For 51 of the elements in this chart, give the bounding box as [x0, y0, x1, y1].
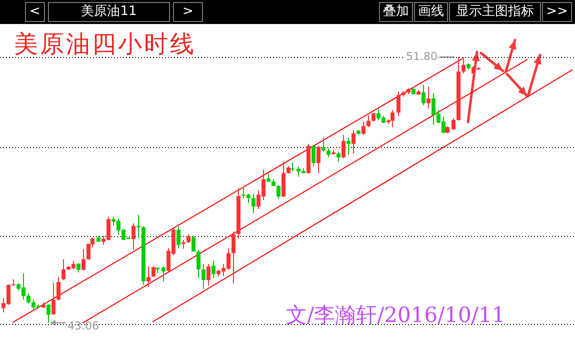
- candlestick: [82, 248, 86, 272]
- candlestick: [46, 304, 50, 324]
- candlestick: [352, 130, 356, 154]
- candlestick: [452, 118, 456, 131]
- candlestick: [372, 112, 376, 122]
- candlestick: [52, 282, 56, 316]
- annotation: 51.80: [406, 50, 438, 63]
- candlestick: [426, 86, 430, 109]
- candlestick: [342, 134, 346, 159]
- candlestick: [346, 137, 350, 156]
- candlestick: [176, 226, 180, 249]
- candlestick: [62, 258, 66, 280]
- candlestick: [162, 266, 166, 282]
- candlestick: [312, 145, 316, 167]
- candlestick: [396, 91, 400, 116]
- candlestick: [196, 249, 200, 278]
- text: 叠加: [379, 2, 413, 22]
- candlestick: [232, 231, 236, 284]
- candlestick: [326, 148, 330, 158]
- candlestick: [366, 114, 370, 128]
- text: 显示主图指标: [449, 2, 541, 22]
- candlestick: [316, 145, 320, 174]
- annotation: 文/李瀚轩/2016/10/11: [286, 302, 506, 328]
- text: >: [173, 2, 203, 22]
- candlestick: [192, 236, 196, 252]
- candlestick: [202, 264, 206, 290]
- candlestick: [290, 162, 294, 172]
- candlestick: [132, 222, 136, 250]
- candlestick: [182, 239, 186, 250]
- candlestick: [252, 193, 256, 214]
- candlestick: [322, 136, 326, 152]
- candlestick: [136, 214, 140, 239]
- text: <: [25, 2, 45, 22]
- candlestick: [390, 109, 394, 128]
- candlestick: [282, 161, 286, 198]
- candlestick: [56, 276, 60, 301]
- text: >>: [542, 2, 572, 22]
- candlestick: [212, 260, 216, 279]
- candlestick: [362, 121, 366, 136]
- text: 美原油11: [48, 2, 170, 22]
- chart-title: 美原油四小时线: [14, 30, 196, 58]
- text: 画线: [414, 2, 448, 22]
- candlestick: [462, 56, 466, 74]
- candlestick: [146, 266, 150, 288]
- candlestick: [336, 151, 340, 162]
- annotation: 43.06: [68, 320, 99, 333]
- candlestick: [206, 264, 210, 286]
- candlestick: [276, 184, 280, 200]
- candlestick: [76, 262, 80, 274]
- candlestick: [422, 84, 426, 106]
- candlestick: [152, 265, 156, 278]
